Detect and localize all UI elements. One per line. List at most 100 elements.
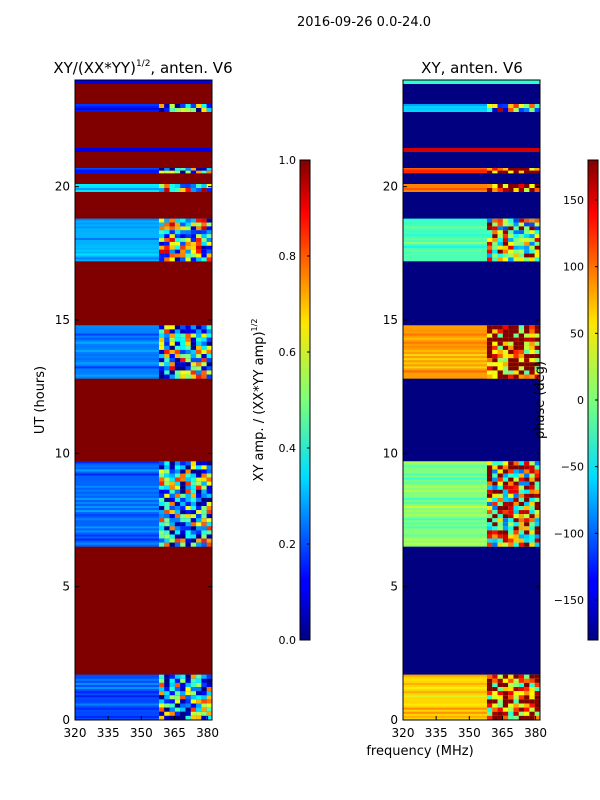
amp-band-cell (180, 514, 186, 519)
amp-band-cell (169, 168, 175, 171)
amp-band-cell (174, 358, 181, 363)
amp-band-cell (206, 522, 212, 527)
amp-band-cell (185, 493, 191, 498)
amp-band-cell (196, 510, 202, 515)
amp-band-stripe (75, 506, 212, 509)
phase-band-cell (492, 497, 498, 502)
phase-band-cell (497, 349, 503, 355)
amp-band-cell (174, 108, 181, 112)
phase-band-cell (524, 682, 530, 688)
phase-band-cell (534, 333, 540, 338)
phase-band-cell (534, 358, 540, 363)
amp-band-cell (206, 366, 212, 371)
phase-band-cell (529, 497, 535, 502)
phase-band-cell (492, 530, 498, 535)
phase-colorbar-tick-label: 150 (563, 194, 584, 207)
amp-band-cell (180, 534, 186, 539)
amp-band-cell (158, 226, 165, 231)
phase-band-cell (497, 184, 503, 188)
amp-band-cell (174, 518, 181, 523)
phase-band-cell (502, 510, 509, 515)
phase-band-cell (513, 184, 519, 188)
phase-band-cell (492, 707, 498, 712)
phase-band-cell (486, 241, 493, 246)
amp-band-stripe (75, 374, 212, 377)
amp-band-cell (206, 362, 212, 367)
phase-band-cell (534, 674, 540, 679)
amp-band-cell (158, 530, 165, 535)
amp-title-main: XY/(XX*YY) (53, 59, 136, 77)
amp-band-cell (164, 226, 170, 231)
amp-band-cell (206, 534, 212, 539)
phase-band-cell (508, 473, 514, 478)
phase-band-cell (508, 461, 514, 466)
amp-band-cell (206, 469, 212, 474)
amp-title-exp: 1/2 (136, 59, 150, 69)
phase-band-cell (513, 469, 519, 474)
amp-band-cell (196, 358, 202, 363)
amp-band-cell (164, 691, 170, 696)
phase-band-cell (529, 510, 535, 515)
amp-band-cell (185, 699, 191, 704)
amp-band-cell (185, 366, 191, 371)
phase-band-cell (486, 514, 493, 519)
phase-band-cell (534, 337, 540, 342)
phase-band-cell (497, 518, 503, 523)
amp-colorbar-label: XY amp. / (XX*YY amp)1/2 (250, 319, 267, 482)
phase-band-cell (518, 188, 525, 192)
phase-band-cell (508, 695, 514, 700)
phase-band-stripe (403, 473, 540, 476)
amp-band-cell (196, 461, 202, 466)
phase-band-cell (529, 230, 535, 235)
amp-band-cell (180, 518, 186, 523)
phase-band-cell (529, 257, 535, 262)
phase-band-cell (513, 349, 519, 355)
phase-band-cell (518, 481, 525, 486)
amp-band-cell (164, 497, 170, 502)
phase-band-cell (502, 489, 509, 494)
phase-band-cell (497, 230, 503, 235)
phase-band-cell (508, 699, 514, 704)
amp-band-cell (185, 682, 191, 688)
phase-band-cell (502, 329, 509, 334)
amp-band-cell (169, 257, 175, 262)
phase-x-tick-label: 320 (392, 726, 415, 740)
phase-band-cell (508, 707, 514, 712)
amp-band-cell (174, 253, 181, 258)
phase-band-cell (502, 530, 509, 535)
amp-band-cell (180, 249, 186, 254)
amp-band-cell (196, 238, 202, 242)
amp-band-cell (190, 699, 197, 704)
amp-band-cell (180, 168, 186, 171)
amp-band-cell (158, 678, 165, 683)
phase-band-cell (502, 257, 509, 262)
amp-band-cell (185, 104, 191, 108)
amp-band (75, 325, 212, 379)
phase-band-cell (518, 168, 525, 171)
phase-band-stripe (403, 526, 540, 529)
phase-band-cell (529, 170, 535, 174)
phase-band-base (403, 80, 540, 84)
phase-band-cell (524, 170, 530, 174)
phase-band-cell (524, 465, 530, 470)
phase-band-cell (492, 370, 498, 375)
phase-band-cell (534, 485, 540, 490)
amp-band-cell (201, 325, 207, 330)
phase-band-cell (524, 333, 530, 338)
phase-band-cell (513, 497, 519, 502)
phase-band-cell (486, 534, 493, 539)
phase-band-cell (486, 682, 493, 688)
amp-band-cell (190, 542, 197, 547)
phase-band-cell (518, 695, 525, 700)
phase-band-cell (529, 238, 535, 242)
phase-band-cell (524, 366, 530, 371)
phase-band-cell (529, 226, 535, 231)
phase-band-cell (486, 674, 493, 679)
phase-band-cell (508, 510, 514, 515)
phase-band-cell (534, 687, 540, 692)
amp-band-cell (180, 715, 186, 720)
phase-band-cell (518, 234, 525, 239)
phase-band-cell (518, 245, 525, 250)
amp-band-cell (196, 226, 202, 231)
